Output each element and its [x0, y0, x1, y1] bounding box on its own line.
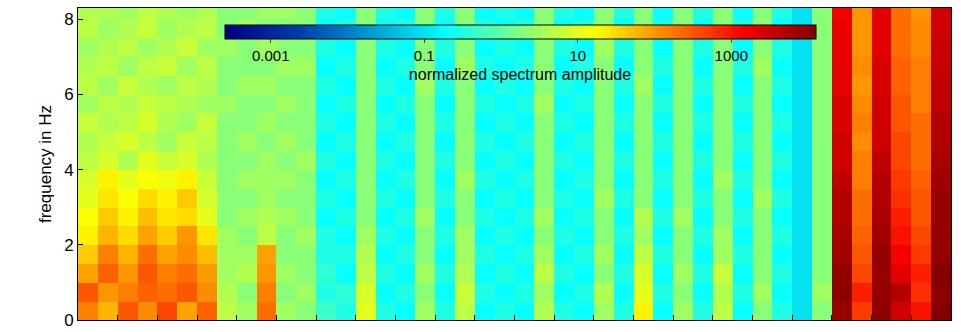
svg-text:0.1: 0.1 — [414, 47, 435, 64]
svg-text:4: 4 — [64, 161, 73, 180]
svg-text:8: 8 — [64, 10, 73, 29]
svg-text:0: 0 — [64, 311, 73, 330]
svg-text:frequency in Hz: frequency in Hz — [36, 105, 55, 223]
svg-text:1000: 1000 — [715, 47, 748, 64]
svg-text:10: 10 — [569, 47, 586, 64]
svg-text:0.001: 0.001 — [252, 47, 290, 64]
svg-text:normalized spectrum amplitude: normalized spectrum amplitude — [409, 66, 631, 83]
svg-text:2: 2 — [64, 236, 73, 255]
svg-text:6: 6 — [64, 85, 73, 104]
